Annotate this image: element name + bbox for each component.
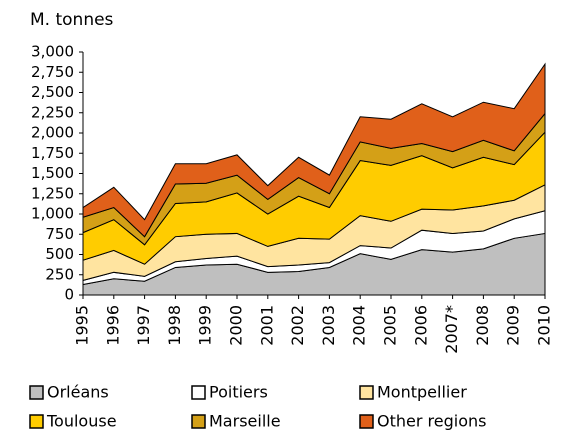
x-tick-label: 1997: [134, 305, 153, 346]
x-tick-label: 2001: [257, 305, 276, 346]
y-tick-label: 0: [64, 286, 74, 304]
legend-swatch: [359, 414, 374, 429]
x-tick-label: 1995: [73, 305, 92, 346]
y-tick-label: 1,250: [31, 184, 74, 202]
y-tick-label: 1,750: [31, 144, 74, 162]
x-tick-label: 2010: [535, 305, 554, 346]
x-tick-label: 2003: [319, 305, 338, 346]
legend-label: Orléans: [47, 383, 109, 402]
legend-label: Marseille: [209, 412, 281, 431]
legend-label: Other regions: [377, 412, 486, 431]
legend-swatch: [359, 385, 374, 400]
legend-label: Montpellier: [377, 383, 467, 402]
legend-swatch: [29, 385, 44, 400]
x-tick-label: 2004: [350, 305, 369, 346]
y-tick-label: 2,250: [31, 103, 74, 121]
y-tick-label: 2,500: [31, 83, 74, 101]
x-tick-label: 2002: [288, 305, 307, 346]
y-tick-label: 2,000: [31, 124, 74, 142]
y-tick-label: 500: [45, 245, 74, 263]
x-tick-label: 2008: [473, 305, 492, 346]
x-tick-label: 2006: [411, 305, 430, 346]
y-tick-label: 2,750: [31, 63, 74, 81]
y-tick-label: 250: [45, 265, 74, 283]
x-tick-label: 2000: [227, 305, 246, 346]
x-tick-label: 2009: [504, 305, 523, 346]
x-tick-label: 1996: [103, 305, 122, 346]
area: [82, 62, 546, 238]
y-axis-label: M. tonnes: [30, 10, 114, 30]
x-tick-label: 1998: [165, 305, 184, 346]
legend-label: Poitiers: [209, 383, 268, 402]
legend-label: Toulouse: [46, 412, 117, 431]
y-tick-label: 1,000: [31, 205, 74, 223]
x-tick-label: 2005: [381, 305, 400, 346]
legend-swatch: [191, 385, 206, 400]
y-tick-label: 1,500: [31, 164, 74, 182]
legend-swatch: [29, 414, 44, 429]
y-tick-label: 3,000: [31, 43, 74, 61]
x-tick-label: 1999: [196, 305, 215, 346]
x-tick-label: 2007*: [442, 305, 461, 354]
legend-swatch: [191, 414, 206, 429]
y-tick-label: 750: [45, 225, 74, 243]
